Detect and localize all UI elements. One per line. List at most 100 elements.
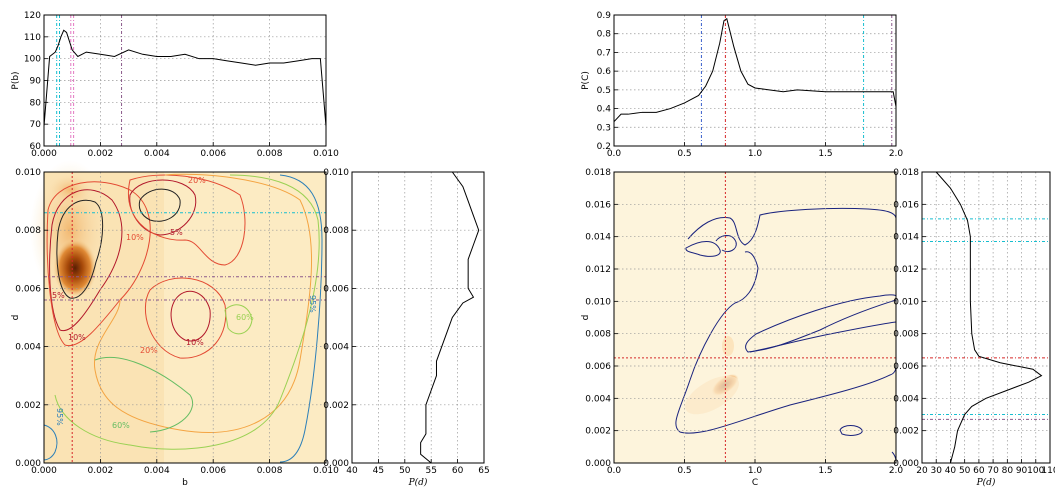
- y-tick-label: 0.4: [597, 105, 612, 115]
- y-tick-label: 0.018: [893, 168, 919, 178]
- x-tick-label: 80: [1002, 466, 1014, 476]
- y-tick-label: 0.010: [893, 297, 919, 307]
- x-tick-label: 100: [1027, 466, 1044, 476]
- x-tick-label: 0.010: [313, 149, 339, 159]
- y-tick-label: 0.000: [323, 459, 349, 469]
- y-tick-label: 0.016: [585, 200, 611, 210]
- y-tick-label: 0.000: [15, 459, 41, 469]
- x-tick-label: 2.0: [889, 466, 904, 476]
- contour-label: 10%: [186, 338, 204, 347]
- left-main-panel: [43, 171, 327, 464]
- y-tick-label: 0.004: [585, 394, 611, 404]
- right-contours: [675, 207, 897, 461]
- left-contours: [43, 173, 323, 463]
- x-axis-label: b: [182, 478, 188, 488]
- y-tick-label: 0.000: [585, 459, 611, 469]
- y-tick-label: 90: [30, 77, 42, 87]
- x-tick-label: 0.004: [144, 149, 170, 159]
- x-tick-label: 40: [945, 466, 957, 476]
- x-tick-label: 1.0: [748, 149, 763, 159]
- x-tick-label: 0.006: [200, 466, 226, 476]
- y-tick-label: 0.006: [585, 362, 611, 372]
- x-tick-label: 0.002: [88, 149, 114, 159]
- y-tick-label: 0.9: [597, 11, 612, 21]
- contour-label: 20%: [188, 176, 206, 185]
- x-tick-label: 0.5: [677, 149, 691, 159]
- contour-label: 60%: [236, 313, 254, 322]
- contour-label: 10%: [68, 333, 86, 342]
- x-tick-label: 0.008: [257, 466, 283, 476]
- x-axis-label: P(d): [408, 477, 428, 488]
- x-tick-label: 30: [930, 466, 942, 476]
- x-tick-label: 0.010: [313, 466, 339, 476]
- x-tick-label: 2.0: [889, 149, 904, 159]
- y-tick-label: 0.2: [597, 142, 611, 152]
- series-line: [43, 29, 327, 127]
- y-tick-label: 0.010: [585, 297, 611, 307]
- left-top-panel: [43, 14, 327, 147]
- y-tick-label: 0.014: [585, 233, 611, 243]
- x-tick-label: 65: [478, 466, 489, 476]
- y-tick-label: 0.012: [585, 265, 611, 275]
- left-heatmap-fill: [30, 160, 326, 463]
- right-main-panel: [613, 171, 897, 464]
- y-tick-label: 0.008: [585, 330, 611, 340]
- series-line: [613, 17, 897, 123]
- y-tick-label: 0.002: [585, 427, 611, 437]
- y-tick-label: 100: [24, 55, 41, 65]
- y-tick-label: 0.012: [893, 265, 919, 275]
- contour-label: 10%: [126, 233, 144, 242]
- x-tick-label: 50: [399, 466, 411, 476]
- x-tick-label: 70: [987, 466, 999, 476]
- y-tick-label: 0.3: [597, 123, 611, 133]
- contour-label: 95%: [308, 295, 317, 313]
- x-tick-label: 0.006: [200, 149, 226, 159]
- series-line: [420, 171, 480, 464]
- x-tick-label: 1.5: [818, 466, 832, 476]
- y-tick-label: 0.5: [597, 86, 611, 96]
- y-tick-label: 0.014: [893, 233, 919, 243]
- plot-frame: [613, 14, 897, 147]
- left-side-panel: [351, 171, 485, 464]
- y-axis-label: d: [581, 315, 591, 321]
- plot-frame: [921, 171, 1051, 464]
- y-tick-label: 0.004: [893, 394, 919, 404]
- y-tick-label: 0.018: [585, 168, 611, 178]
- y-tick-label: 0.004: [15, 343, 41, 353]
- y-tick-label: 0.002: [15, 401, 41, 411]
- x-tick-label: 50: [959, 466, 971, 476]
- contour-label: 5%: [170, 228, 183, 237]
- contour-label: 20%: [140, 346, 158, 355]
- contour-label: 95%: [55, 408, 64, 426]
- x-tick-label: 55: [425, 466, 436, 476]
- x-tick-label: 0.004: [144, 466, 170, 476]
- x-tick-label: 90: [1016, 466, 1028, 476]
- y-tick-label: 0.008: [323, 226, 349, 236]
- y-tick-label: 0.006: [893, 362, 919, 372]
- x-tick-label: 20: [916, 466, 928, 476]
- x-tick-label: 0.000: [31, 466, 57, 476]
- plot-frame: [43, 14, 327, 147]
- x-tick-label: 1.0: [748, 466, 763, 476]
- x-tick-label: 0.002: [88, 466, 114, 476]
- y-tick-label: 0.000: [893, 459, 919, 469]
- y-tick-label: 0.002: [893, 427, 919, 437]
- y-tick-label: 0.010: [323, 168, 349, 178]
- y-tick-label: 0.006: [323, 284, 349, 294]
- y-axis-label: P(C): [581, 71, 591, 90]
- y-tick-label: 110: [24, 33, 41, 43]
- x-tick-label: 0.5: [677, 466, 691, 476]
- plot-frame: [43, 171, 327, 464]
- y-tick-label: 60: [30, 142, 42, 152]
- y-tick-label: 70: [30, 120, 42, 130]
- x-tick-label: 1.5: [818, 149, 832, 159]
- y-tick-label: 0.010: [15, 168, 41, 178]
- x-tick-label: 0.0: [607, 466, 622, 476]
- x-tick-label: 0.000: [31, 149, 57, 159]
- y-tick-label: 0.016: [893, 200, 919, 210]
- y-tick-label: 120: [24, 11, 41, 21]
- x-axis-label: P(d): [976, 477, 996, 488]
- x-tick-label: 0.0: [607, 149, 622, 159]
- plot-frame: [351, 171, 485, 464]
